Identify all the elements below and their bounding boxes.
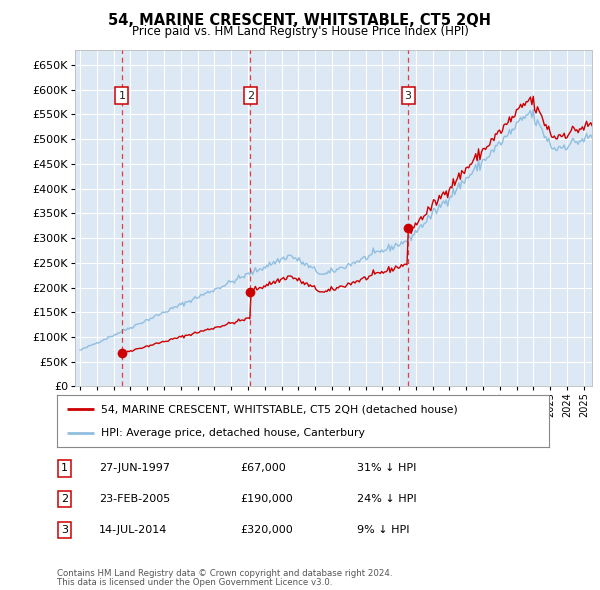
Text: 14-JUL-2014: 14-JUL-2014 (99, 525, 167, 535)
Text: 3: 3 (61, 525, 68, 535)
Text: HPI: Average price, detached house, Canterbury: HPI: Average price, detached house, Cant… (101, 428, 365, 438)
Text: 2: 2 (247, 90, 254, 100)
Text: 2: 2 (61, 494, 68, 504)
Text: 3: 3 (404, 90, 412, 100)
Text: 1: 1 (61, 464, 68, 473)
Text: 54, MARINE CRESCENT, WHITSTABLE, CT5 2QH (detached house): 54, MARINE CRESCENT, WHITSTABLE, CT5 2QH… (101, 404, 458, 414)
Text: This data is licensed under the Open Government Licence v3.0.: This data is licensed under the Open Gov… (57, 578, 332, 587)
Text: 1: 1 (118, 90, 125, 100)
Text: Price paid vs. HM Land Registry's House Price Index (HPI): Price paid vs. HM Land Registry's House … (131, 25, 469, 38)
Text: 27-JUN-1997: 27-JUN-1997 (99, 464, 170, 473)
Text: 54, MARINE CRESCENT, WHITSTABLE, CT5 2QH: 54, MARINE CRESCENT, WHITSTABLE, CT5 2QH (109, 13, 491, 28)
Text: £67,000: £67,000 (240, 464, 286, 473)
Text: £190,000: £190,000 (240, 494, 293, 504)
Text: £320,000: £320,000 (240, 525, 293, 535)
Text: 24% ↓ HPI: 24% ↓ HPI (357, 494, 416, 504)
Text: 9% ↓ HPI: 9% ↓ HPI (357, 525, 409, 535)
Text: 23-FEB-2005: 23-FEB-2005 (99, 494, 170, 504)
Text: Contains HM Land Registry data © Crown copyright and database right 2024.: Contains HM Land Registry data © Crown c… (57, 569, 392, 578)
Text: 31% ↓ HPI: 31% ↓ HPI (357, 464, 416, 473)
